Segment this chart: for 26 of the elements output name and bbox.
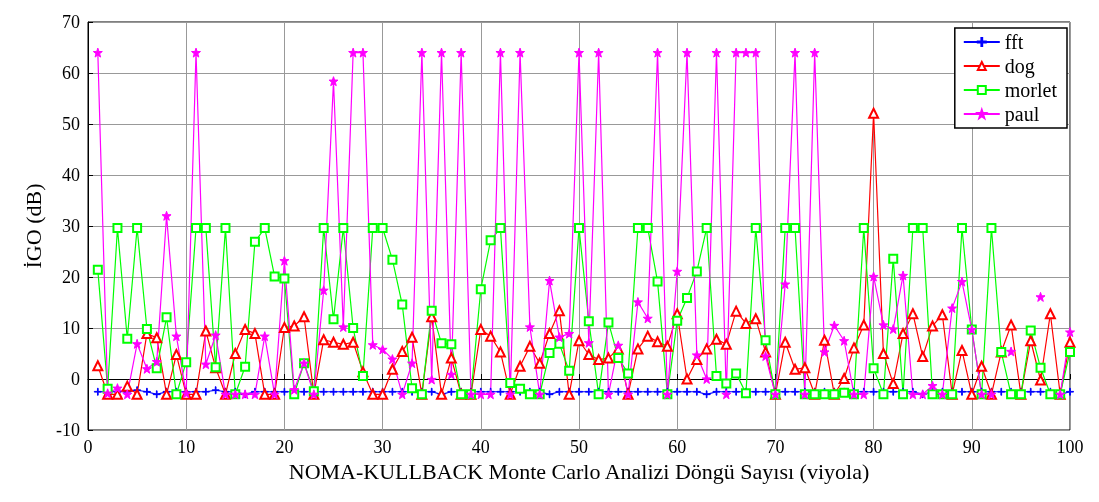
y-tick-label: -10 — [56, 420, 80, 440]
x-tick-label: 20 — [275, 437, 294, 457]
x-axis-title: NOMA-KULLBACK Monte Carlo Analizi Döngü Sayısı (viyola) — [288, 459, 870, 485]
y-tick-label: 20 — [62, 267, 80, 287]
y-tick-label: 50 — [62, 114, 80, 134]
x-tick-label: 100 — [1056, 437, 1084, 457]
x-tick-label: 60 — [668, 437, 687, 457]
y-tick-label: 10 — [62, 318, 80, 338]
y-tick-label: 40 — [62, 165, 80, 185]
y-tick-label: 0 — [71, 369, 80, 389]
legend-label: dog — [1004, 55, 1035, 78]
legend-label: morlet — [1004, 79, 1058, 101]
legend-label: fft — [1004, 31, 1024, 53]
x-tick-label: 0 — [83, 437, 93, 457]
x-tick-label: 10 — [177, 437, 196, 457]
y-axis-title: İGO (dB) — [20, 183, 46, 269]
x-tick-label: 50 — [570, 437, 588, 457]
y-tick-label: 70 — [62, 12, 80, 32]
y-tick-label: 30 — [62, 216, 80, 236]
x-tick-label: 70 — [766, 437, 785, 457]
x-tick-label: 30 — [373, 437, 392, 457]
x-tick-label: 90 — [962, 437, 981, 457]
y-tick-label: 60 — [62, 63, 80, 83]
x-tick-label: 80 — [864, 437, 883, 457]
legend-label: paul — [1004, 103, 1040, 126]
x-tick-label: 40 — [471, 437, 490, 457]
